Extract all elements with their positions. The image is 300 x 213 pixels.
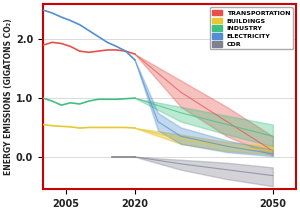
Legend: TRANSPORTATION, BUILDINGS, INDUSTRY, ELECTRICITY, CDR: TRANSPORTATION, BUILDINGS, INDUSTRY, ELE… bbox=[210, 7, 293, 49]
Y-axis label: ENERGY EMISSIONS (GIGATONS CO₂): ENERGY EMISSIONS (GIGATONS CO₂) bbox=[4, 18, 13, 175]
